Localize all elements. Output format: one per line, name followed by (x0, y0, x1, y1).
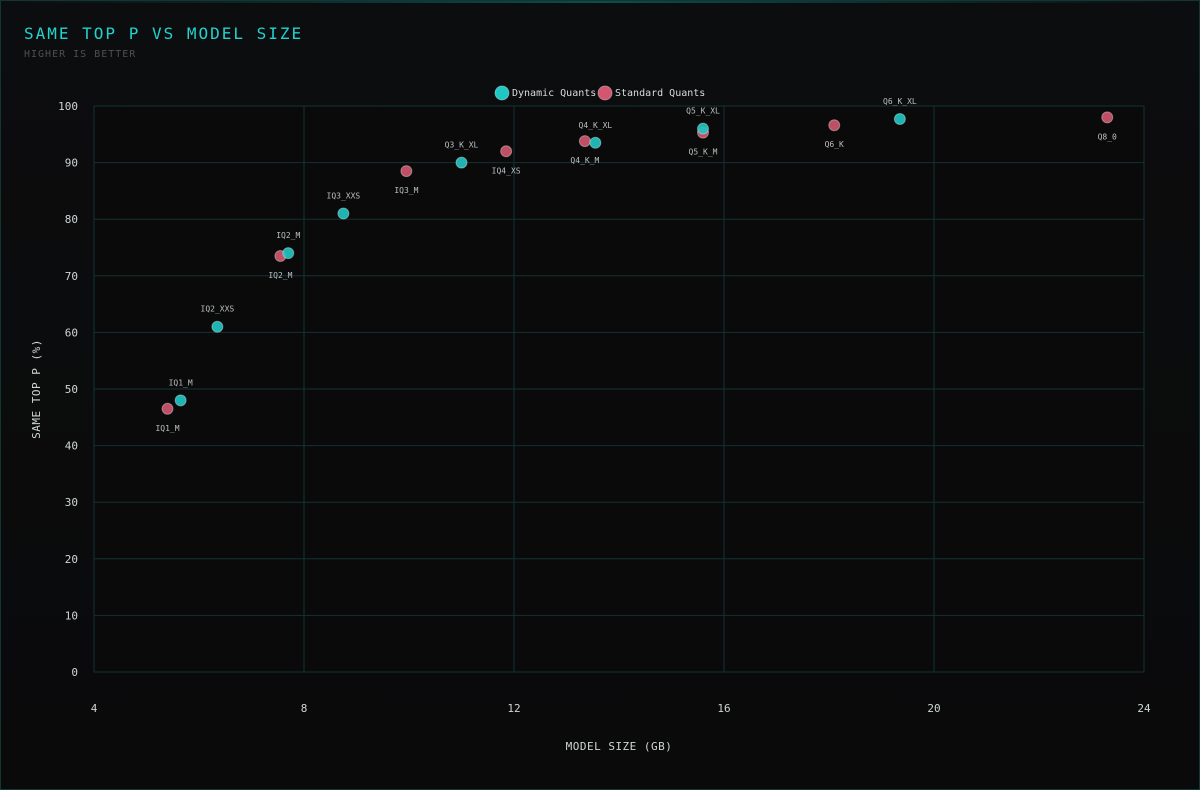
dynamic-point-label: Q6_K_XL (883, 97, 917, 106)
dynamic-point[interactable] (282, 247, 295, 260)
standard-point-label: IQ4_XS (492, 166, 521, 175)
y-tick-label: 60 (65, 326, 78, 339)
dynamic-point-label: Q4_K_XL (579, 121, 613, 130)
chart-title: SAME TOP P VS MODEL SIZE (24, 24, 304, 43)
legend-dynamic-label[interactable]: Dynamic Quants (512, 88, 596, 99)
standard-point-label: Q6_K (825, 140, 844, 149)
standard-point-label: IQ1_M (155, 424, 179, 433)
standard-point[interactable] (400, 165, 413, 178)
y-tick-label: 70 (65, 270, 78, 283)
standard-point-label: Q4_K_M (570, 156, 599, 165)
y-tick-labels: 0 10 20 30 40 50 60 70 80 90 100 (58, 100, 78, 679)
dynamic-point[interactable] (589, 136, 602, 149)
dynamic-point[interactable] (174, 394, 187, 407)
y-tick-label: 30 (65, 496, 78, 509)
standard-point-label: Q5_K_M (689, 148, 718, 157)
x-tick-label: 4 (91, 702, 98, 715)
dynamic-point[interactable] (337, 207, 350, 220)
legend-standard-label[interactable]: Standard Quants (615, 88, 705, 99)
y-axis-label: SAME TOP P (%) (30, 339, 43, 439)
x-tick-label: 12 (507, 702, 520, 715)
dynamic-point[interactable] (697, 122, 709, 135)
x-tick-labels: 4 8 12 16 20 24 (91, 702, 1151, 715)
grid-lines (93, 105, 1145, 673)
dynamic-point-label: IQ3_XXS (327, 192, 361, 201)
dynamic-point-label: IQ2_XXS (201, 305, 235, 314)
standard-point-label: Q8_0 (1098, 132, 1117, 141)
dynamic-point[interactable] (211, 320, 224, 333)
y-tick-label: 100 (58, 100, 78, 113)
y-tick-label: 0 (71, 666, 78, 679)
y-tick-label: 40 (65, 440, 78, 453)
dynamic-point[interactable] (455, 156, 468, 169)
x-axis-label: MODEL SIZE (GB) (566, 740, 673, 753)
y-tick-label: 80 (65, 213, 78, 226)
x-tick-label: 24 (1137, 702, 1151, 715)
standard-point[interactable] (828, 119, 841, 132)
standard-point[interactable] (1101, 111, 1114, 124)
standard-point[interactable] (161, 402, 174, 415)
dynamic-point-label: Q5_K_XL (686, 107, 720, 116)
standard-point[interactable] (500, 145, 513, 158)
standard-point[interactable] (578, 135, 591, 148)
standard-point-label: IQ2_M (268, 271, 292, 280)
data-points: IQ1_M IQ2_M IQ3_M IQ4_XS Q4_K_M Q5_K_M Q6_K Q8_… (155, 97, 1117, 433)
x-tick-label: 8 (301, 702, 308, 715)
dynamic-point-label: Q3_K_XL (445, 141, 479, 150)
legend[interactable]: Dynamic Quants Standard Quants (494, 85, 705, 101)
x-tick-label: 16 (717, 702, 730, 715)
legend-dynamic-swatch[interactable] (494, 85, 510, 101)
dynamic-point-label: IQ1_M (169, 378, 193, 387)
y-tick-label: 90 (65, 157, 78, 170)
y-tick-label: 20 (65, 553, 78, 566)
chart-subtitle: HIGHER IS BETTER (24, 49, 137, 60)
x-tick-label: 20 (927, 702, 940, 715)
y-tick-label: 50 (65, 383, 78, 396)
standard-point-label: IQ3_M (394, 186, 418, 195)
legend-standard-swatch[interactable] (597, 85, 613, 101)
dynamic-point-label: IQ2_M (276, 231, 300, 240)
y-tick-label: 10 (65, 609, 78, 622)
dynamic-point[interactable] (893, 113, 906, 126)
